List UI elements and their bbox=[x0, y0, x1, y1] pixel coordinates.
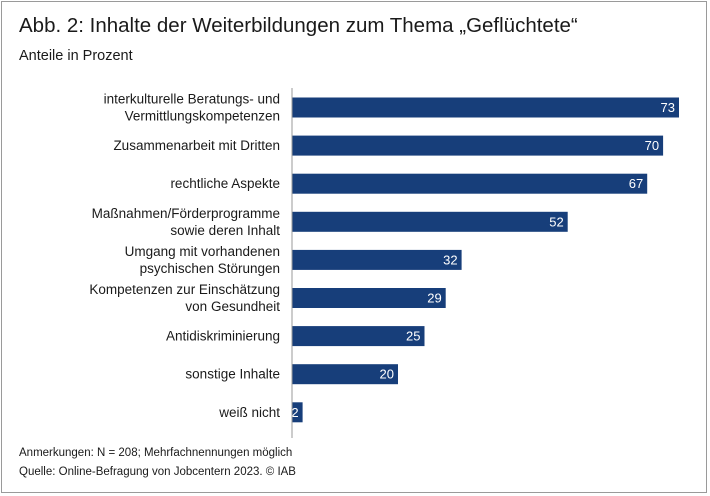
data-label: 67 bbox=[629, 176, 643, 191]
data-label: 2 bbox=[291, 405, 298, 420]
category-label: sowie deren Inhalt bbox=[170, 223, 280, 238]
category-label: psychischen Störungen bbox=[140, 261, 280, 276]
bar bbox=[292, 402, 303, 423]
data-label: 52 bbox=[549, 214, 563, 229]
category-label: rechtliche Aspekte bbox=[170, 176, 280, 191]
category-label: Antidiskriminierung bbox=[166, 329, 280, 344]
category-label: sonstige Inhalte bbox=[185, 367, 280, 382]
bar bbox=[292, 249, 462, 270]
data-label: 29 bbox=[427, 291, 441, 306]
chart-footnote: Anmerkungen: N = 208; Mehrfachnennungen … bbox=[19, 447, 293, 459]
category-label: Umgang mit vorhandenen bbox=[125, 244, 280, 259]
bar bbox=[292, 364, 398, 385]
data-label: 73 bbox=[661, 100, 675, 115]
data-label: 25 bbox=[406, 329, 420, 344]
data-label: 20 bbox=[380, 367, 394, 382]
category-label: interkulturelle Beratungs- und bbox=[104, 92, 280, 107]
bar bbox=[292, 288, 446, 308]
chart-source: Quelle: Online-Befragung von Jobcentern … bbox=[19, 466, 296, 478]
data-label: 32 bbox=[443, 252, 457, 267]
category-label: Vermittlungskompetenzen bbox=[125, 109, 280, 124]
category-label: Kompetenzen zur Einschätzung bbox=[89, 282, 280, 297]
category-label: Zusammenarbeit mit Dritten bbox=[113, 138, 280, 153]
bar bbox=[292, 211, 568, 232]
bar bbox=[292, 97, 679, 118]
category-label: von Gesundheit bbox=[185, 299, 280, 314]
chart-title: Abb. 2: Inhalte der Weiterbildungen zum … bbox=[19, 14, 578, 37]
category-label: Maßnahmen/Förderprogramme bbox=[92, 206, 280, 221]
bar bbox=[292, 173, 648, 194]
chart-subtitle: Anteile in Prozent bbox=[19, 48, 133, 64]
bar bbox=[292, 326, 425, 347]
bar bbox=[292, 135, 664, 156]
category-label: weiß nicht bbox=[218, 405, 280, 420]
data-label: 70 bbox=[645, 138, 659, 153]
